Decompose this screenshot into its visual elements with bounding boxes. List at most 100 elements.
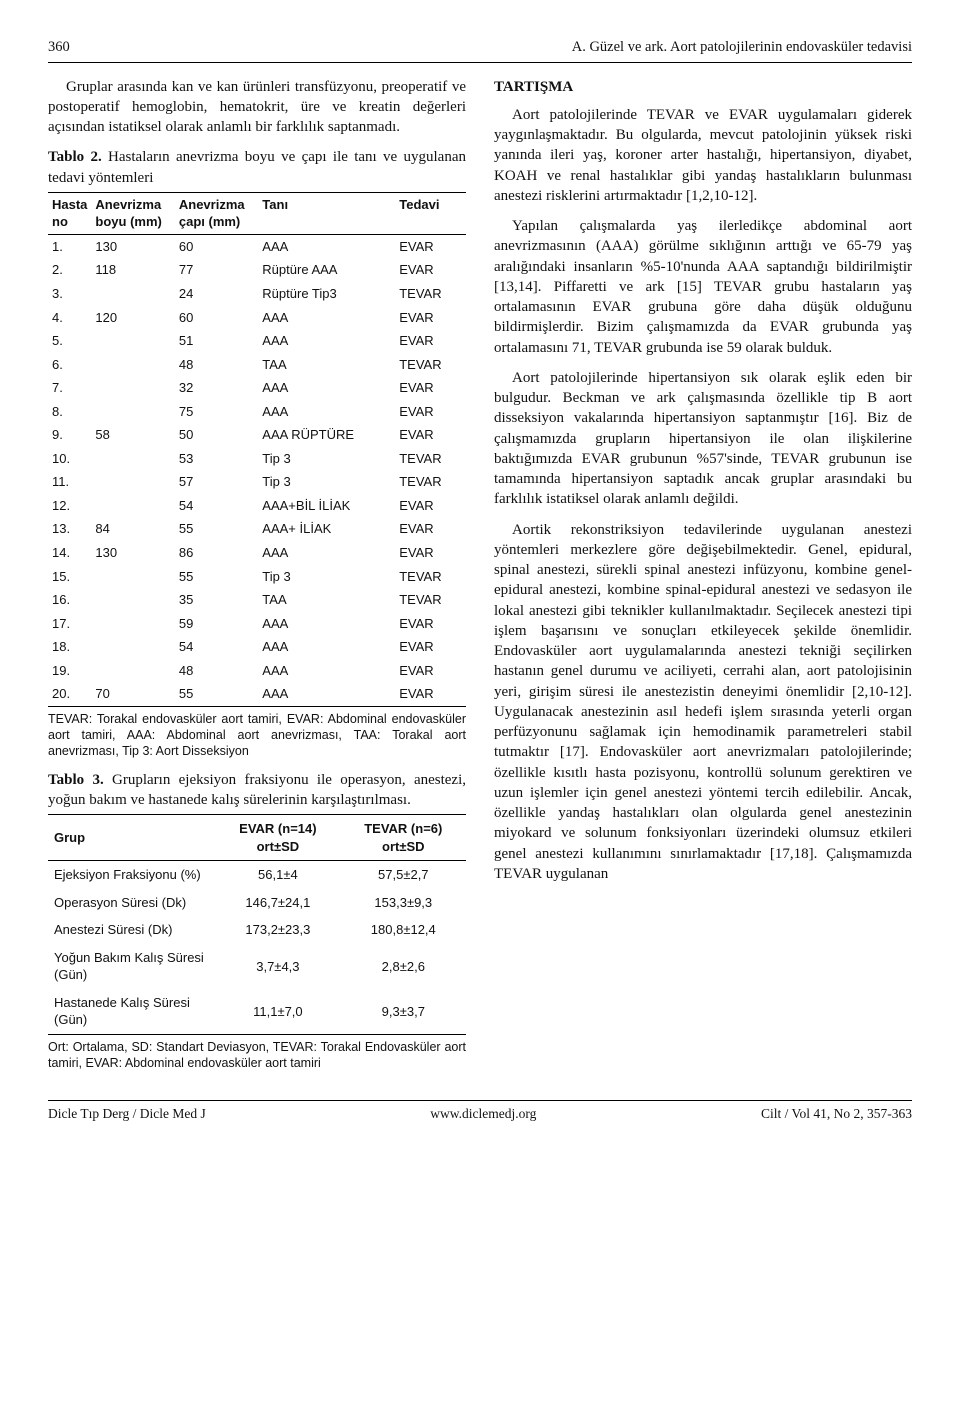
table-cell: TEVAR [395, 353, 466, 377]
table2-caption: Tablo 2. Hastaların anevrizma boyu ve ça… [48, 147, 466, 188]
table-cell: 60 [175, 234, 258, 258]
table-cell: AAA [258, 329, 395, 353]
table-cell: 173,2±23,3 [215, 916, 340, 944]
table-cell: 5. [48, 329, 91, 353]
table2-col1-header: Hasta no [48, 192, 91, 234]
table-cell: EVAR [395, 306, 466, 330]
table-cell: 8. [48, 400, 91, 424]
table-cell: Tip 3 [258, 470, 395, 494]
page-footer: Dicle Tıp Derg / Dicle Med J www.dicleme… [48, 1100, 912, 1123]
table-cell: 11,1±7,0 [215, 989, 340, 1035]
table2-col3-header: Anevrizma çapı (mm) [175, 192, 258, 234]
table2-abbrev: TEVAR: Torakal endovasküler aort tamiri,… [48, 711, 466, 760]
table-cell: TAA [258, 353, 395, 377]
header-rule [48, 62, 912, 63]
table-cell: 55 [175, 565, 258, 589]
table-cell: 13. [48, 517, 91, 541]
table-cell: 54 [175, 635, 258, 659]
table-cell: AAA [258, 400, 395, 424]
table3-body: Ejeksiyon Fraksiyonu (%)56,1±457,5±2,7Op… [48, 861, 466, 1035]
table-cell: TEVAR [395, 588, 466, 612]
table-row: 16.35TAATEVAR [48, 588, 466, 612]
table3-header-row: Grup EVAR (n=14) ort±SD TEVAR (n=6) ort±… [48, 815, 466, 861]
table-cell: 77 [175, 258, 258, 282]
table-cell: TEVAR [395, 565, 466, 589]
table-cell: 15. [48, 565, 91, 589]
left-column: Gruplar arasında kan ve kan ürünleri tra… [48, 77, 466, 1082]
table-cell: 130 [91, 234, 174, 258]
table-cell [91, 494, 174, 518]
table-row: 14.13086AAAEVAR [48, 541, 466, 565]
table-cell: 51 [175, 329, 258, 353]
table-cell: Rüptüre Tip3 [258, 282, 395, 306]
table3-caption-text: Grupların ejeksiyon fraksiyonu ile opera… [48, 772, 466, 808]
table2-caption-text: Hastaların anevrizma boyu ve çapı ile ta… [48, 149, 466, 185]
table-cell: 58 [91, 423, 174, 447]
table-cell: 16. [48, 588, 91, 612]
table3-abbrev: Ort: Ortalama, SD: Standart Deviasyon, T… [48, 1039, 466, 1072]
table-cell [91, 353, 174, 377]
table-cell: AAA [258, 234, 395, 258]
table-cell: 57 [175, 470, 258, 494]
table-cell [91, 588, 174, 612]
table-cell: AAA [258, 541, 395, 565]
table3: Grup EVAR (n=14) ort±SD TEVAR (n=6) ort±… [48, 814, 466, 1035]
table-cell [91, 376, 174, 400]
discussion-p2: Yapılan çalışmalarda yaş ilerledikçe abd… [494, 216, 912, 358]
table-row: Operasyon Süresi (Dk)146,7±24,1153,3±9,3 [48, 889, 466, 917]
table-row: 6.48TAATEVAR [48, 353, 466, 377]
table-row: 3.24Rüptüre Tip3TEVAR [48, 282, 466, 306]
table-cell: 86 [175, 541, 258, 565]
table-cell: EVAR [395, 234, 466, 258]
footer-center: www.diclemedj.org [430, 1105, 536, 1123]
table-cell: 7. [48, 376, 91, 400]
table-cell: 14. [48, 541, 91, 565]
table-row: Yoğun Bakım Kalış Süresi (Gün)3,7±4,32,8… [48, 944, 466, 989]
two-column-layout: Gruplar arasında kan ve kan ürünleri tra… [48, 77, 912, 1082]
table-row: 18.54AAAEVAR [48, 635, 466, 659]
table-cell: 3,7±4,3 [215, 944, 340, 989]
table2-col2-header: Anevrizma boyu (mm) [91, 192, 174, 234]
table-cell [91, 329, 174, 353]
page-header: 360 A. Güzel ve ark. Aort patolojilerini… [48, 38, 912, 58]
table-cell: 153,3±9,3 [341, 889, 466, 917]
table3-caption-label: Tablo 3. [48, 772, 104, 788]
table-row: 19.48AAAEVAR [48, 659, 466, 683]
table-row: 9.5850AAA RÜPTÜREEVAR [48, 423, 466, 447]
table-row: 17.59AAAEVAR [48, 612, 466, 636]
discussion-p3: Aort patolojilerinde hipertansiyon sık o… [494, 368, 912, 510]
table-cell: 55 [175, 682, 258, 706]
table-cell: 75 [175, 400, 258, 424]
table-cell: AAA [258, 682, 395, 706]
table-row: 5. 51AAAEVAR [48, 329, 466, 353]
table-cell: AAA+ İLİAK [258, 517, 395, 541]
table-cell [91, 470, 174, 494]
table-cell: 9,3±3,7 [341, 989, 466, 1035]
discussion-p1: Aort patolojilerinde TEVAR ve EVAR uygul… [494, 105, 912, 206]
table3-col1-header: Grup [48, 815, 215, 861]
table-cell: TEVAR [395, 470, 466, 494]
table-cell: 24 [175, 282, 258, 306]
table-cell: EVAR [395, 423, 466, 447]
table2-caption-label: Tablo 2. [48, 149, 102, 165]
table-cell: Yoğun Bakım Kalış Süresi (Gün) [48, 944, 215, 989]
table-cell: 180,8±12,4 [341, 916, 466, 944]
table-cell: 4. [48, 306, 91, 330]
table-cell: EVAR [395, 635, 466, 659]
table2-body: 1.13060AAAEVAR2.11877Rüptüre AAAEVAR3.24… [48, 234, 466, 706]
table-cell: AAA [258, 306, 395, 330]
table-cell: EVAR [395, 494, 466, 518]
table-cell: AAA [258, 376, 395, 400]
table2-col5-header: Tedavi [395, 192, 466, 234]
table-cell: 3. [48, 282, 91, 306]
table-cell [91, 612, 174, 636]
table-row: 11.57Tip 3TEVAR [48, 470, 466, 494]
table-cell: 50 [175, 423, 258, 447]
discussion-p4: Aortik rekonstriksiyon tedavilerinde uyg… [494, 520, 912, 885]
table-cell: EVAR [395, 329, 466, 353]
table-cell: 54 [175, 494, 258, 518]
table-cell: 10. [48, 447, 91, 471]
table-cell: AAA RÜPTÜRE [258, 423, 395, 447]
table-row: 2.11877Rüptüre AAAEVAR [48, 258, 466, 282]
table-row: Anestezi Süresi (Dk)173,2±23,3180,8±12,4 [48, 916, 466, 944]
